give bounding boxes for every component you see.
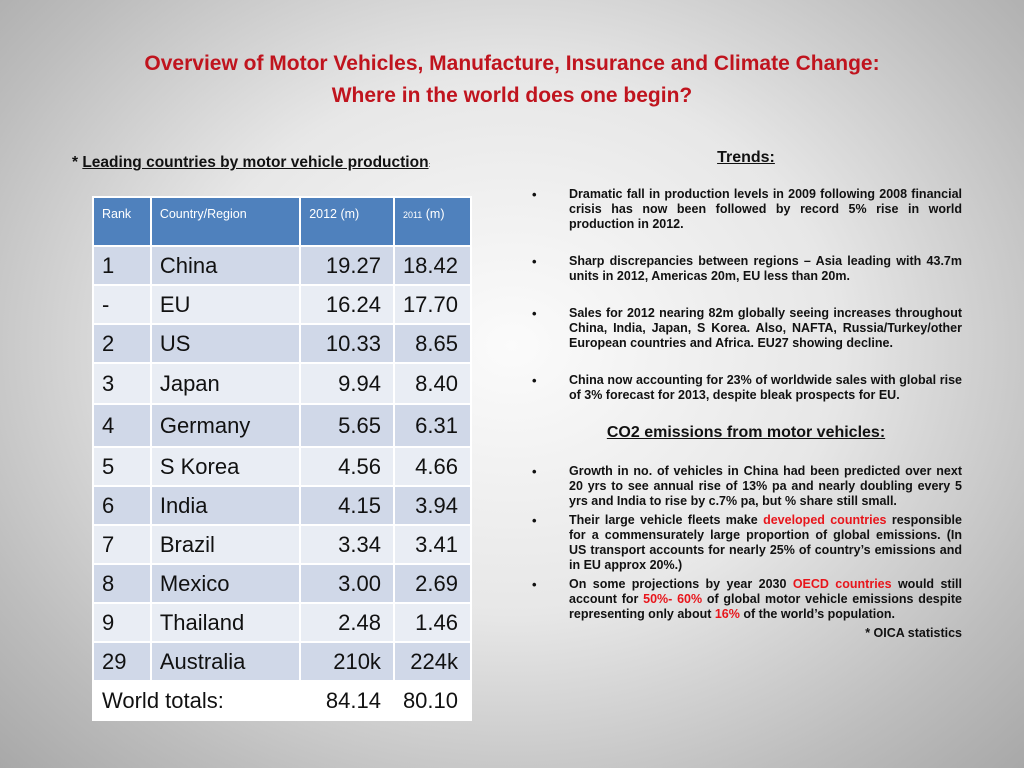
header-2011: 2011 (m) <box>392 196 473 247</box>
value-2011-cell: 2.69 <box>392 563 473 604</box>
co2-bullet-1: Growth in no. of vehicles in China had b… <box>530 464 962 509</box>
value-2011-cell: 224k <box>392 641 473 682</box>
country-cell: US <box>149 323 302 364</box>
country-cell: China <box>149 245 302 286</box>
trend-bullet-3: Sales for 2012 nearing 82m globally seei… <box>530 306 962 351</box>
value-2012-cell: 19.27 <box>299 245 395 286</box>
value-2012-cell: 16.24 <box>299 284 395 325</box>
table-row: 29 Australia 210k 224k <box>92 641 473 682</box>
value-2012-cell: 210k <box>299 641 395 682</box>
table-body: 1 China 19.27 18.42- EU 16.24 17.70 2 US 10.33 8.6… <box>91 245 473 721</box>
country-cell: EU <box>149 284 302 325</box>
value-2012-cell: 9.94 <box>299 362 395 405</box>
rank-cell: 1 <box>92 245 152 286</box>
co2-bullet-2: Their large vehicle fleets make develope… <box>530 513 962 573</box>
rank-cell: 5 <box>92 446 152 487</box>
value-2011-cell: 3.41 <box>392 524 473 565</box>
table-row: 3 Japan 9.94 8.40 <box>92 362 473 405</box>
co2-b2-pre: Their large vehicle fleets make <box>569 513 764 527</box>
co2-b3-r2: 50%- 60% <box>643 592 703 606</box>
co2-b2-post: responsible for a commensurately large p… <box>569 513 962 572</box>
co2-b2-highlight: developed countries <box>763 513 887 527</box>
table-row: 7 Brazil 3.34 3.41 <box>92 524 473 565</box>
rank-cell: 9 <box>92 602 152 643</box>
totals-2011: 80.10 <box>392 680 473 721</box>
trend-bullet-4: China now accounting for 23% of worldwid… <box>530 373 962 403</box>
trends-list: Dramatic fall in production levels in 20… <box>530 187 962 403</box>
country-cell: Australia <box>149 641 302 682</box>
trends-heading: Trends: <box>717 149 775 166</box>
country-cell: Mexico <box>149 563 302 604</box>
co2-b3-p1: On some projections by year 2030 <box>569 577 793 591</box>
value-2012-cell: 3.34 <box>299 524 395 565</box>
value-2011-cell: 18.42 <box>392 245 473 286</box>
co2-bullet-3: On some projections by year 2030 OECD co… <box>530 577 962 622</box>
source-footnote: * OICA statistics <box>865 626 962 640</box>
value-2011-cell: 4.66 <box>392 446 473 487</box>
asterisk-marker: * <box>72 154 83 171</box>
co2-b3-r1: OECD countries <box>792 577 892 591</box>
value-2011-cell: 6.31 <box>392 403 473 448</box>
table-row: 2 US 10.33 8.65 <box>92 323 473 364</box>
value-2011-cell: 3.94 <box>392 485 473 526</box>
rank-cell: 7 <box>92 524 152 565</box>
totals-2012: 84.14 <box>299 680 395 721</box>
header-2012: 2012 (m) <box>299 196 395 247</box>
co2-heading: CO2 emissions from motor vehicles: <box>606 424 886 441</box>
country-cell: S Korea <box>149 446 302 487</box>
value-2012-cell: 4.56 <box>299 446 395 487</box>
production-heading-colon: : <box>428 162 431 169</box>
country-cell: Germany <box>149 403 302 448</box>
totals-label: World totals: <box>91 680 302 721</box>
header-2011-year: 2011 <box>402 210 423 220</box>
rank-cell: 8 <box>92 563 152 604</box>
rank-cell: - <box>92 284 152 325</box>
trends-panel: Trends: Dramatic fall in production leve… <box>530 150 962 641</box>
value-2011-cell: 1.46 <box>392 602 473 643</box>
value-2012-cell: 2.48 <box>299 602 395 643</box>
rank-cell: 3 <box>92 362 152 405</box>
country-cell: India <box>149 485 302 526</box>
country-cell: Thailand <box>149 602 302 643</box>
header-rank: Rank <box>92 196 152 247</box>
value-2012-cell: 10.33 <box>299 323 395 364</box>
header-country: Country/Region <box>149 196 302 247</box>
rank-cell: 29 <box>92 641 152 682</box>
table-row: 6 India 4.15 3.94 <box>92 485 473 526</box>
co2-b3-p2: would still account for <box>569 577 962 606</box>
production-heading: * Leading countries by motor vehicle pro… <box>72 154 431 172</box>
table-header-row: Rank Country/Region 2012 (m) 2011 (m) <box>92 196 473 247</box>
co2-b3-p3: of global motor vehicle emissions despit… <box>569 592 962 621</box>
slide-title-line-2: Where in the world does one begin? <box>331 84 693 107</box>
country-cell: Japan <box>149 362 302 405</box>
table-row: - EU 16.24 17.70 <box>92 284 473 325</box>
table-row: 4 Germany 5.65 6.31 <box>92 403 473 448</box>
header-2011-unit: (m) <box>422 207 445 221</box>
value-2011-cell: 8.40 <box>392 362 473 405</box>
co2-b3-p4: of the world’s population. <box>739 607 895 621</box>
table-row: 9 Thailand 2.48 1.46 <box>92 602 473 643</box>
totals-row: World totals: 84.14 80.10 <box>91 680 473 721</box>
country-cell: Brazil <box>149 524 302 565</box>
table-row: 1 China 19.27 18.42 <box>92 245 473 286</box>
rank-cell: 4 <box>92 403 152 448</box>
trend-bullet-1: Dramatic fall in production levels in 20… <box>530 187 962 232</box>
trend-bullet-2: Sharp discrepancies between regions – As… <box>530 254 962 284</box>
value-2011-cell: 8.65 <box>392 323 473 364</box>
value-2012-cell: 4.15 <box>299 485 395 526</box>
rank-cell: 2 <box>92 323 152 364</box>
table-row: 8 Mexico 3.00 2.69 <box>92 563 473 604</box>
co2-b3-r3: 16% <box>714 607 740 621</box>
value-2012-cell: 3.00 <box>299 563 395 604</box>
co2-list: Growth in no. of vehicles in China had b… <box>530 464 962 622</box>
rank-cell: 6 <box>92 485 152 526</box>
slide-title-line-1: Overview of Motor Vehicles, Manufacture,… <box>144 52 880 75</box>
value-2012-cell: 5.65 <box>299 403 395 448</box>
production-heading-text: Leading countries by motor vehicle produ… <box>82 154 429 171</box>
value-2011-cell: 17.70 <box>392 284 473 325</box>
